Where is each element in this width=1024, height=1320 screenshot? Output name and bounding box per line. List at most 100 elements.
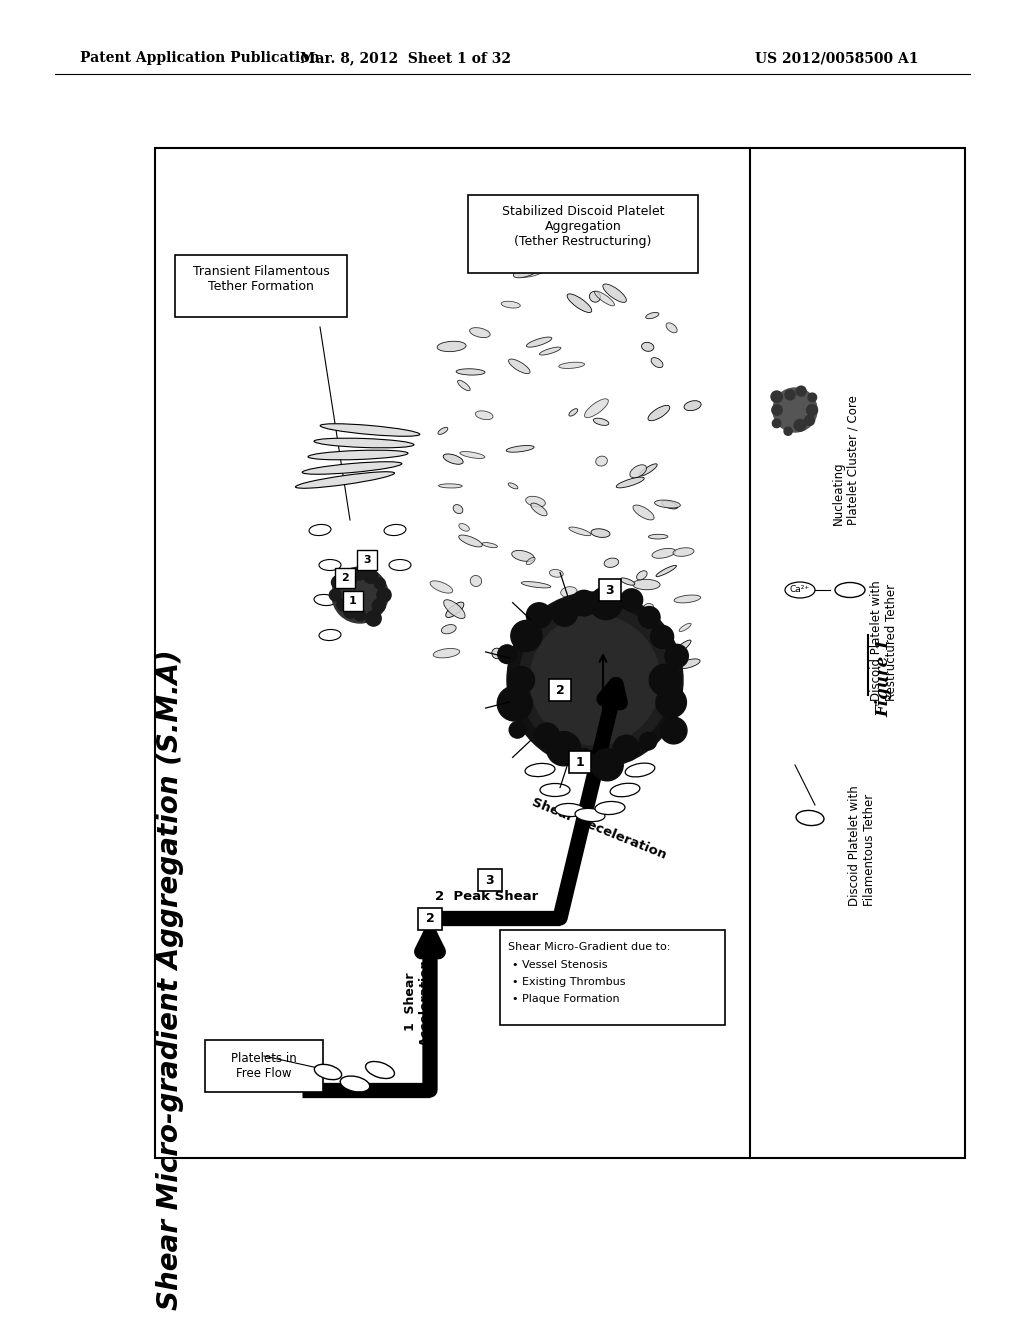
Ellipse shape — [656, 565, 677, 577]
Bar — [357, 550, 377, 570]
Ellipse shape — [785, 582, 815, 598]
Ellipse shape — [492, 249, 505, 260]
Ellipse shape — [460, 451, 485, 458]
Circle shape — [649, 664, 681, 696]
Text: • Plaque Formation: • Plaque Formation — [512, 994, 620, 1005]
Ellipse shape — [630, 465, 646, 478]
Ellipse shape — [384, 524, 406, 536]
Ellipse shape — [662, 500, 678, 510]
Ellipse shape — [569, 527, 591, 536]
Circle shape — [575, 748, 593, 766]
Circle shape — [660, 717, 687, 744]
Ellipse shape — [518, 267, 545, 277]
Ellipse shape — [512, 550, 535, 561]
Text: • Vessel Stenosis: • Vessel Stenosis — [512, 960, 607, 970]
Circle shape — [353, 568, 367, 579]
Ellipse shape — [569, 409, 578, 416]
Ellipse shape — [674, 595, 700, 603]
Ellipse shape — [643, 603, 653, 611]
Bar — [468, 195, 698, 273]
Ellipse shape — [319, 560, 341, 570]
Circle shape — [771, 391, 782, 403]
Ellipse shape — [433, 648, 460, 657]
Ellipse shape — [302, 462, 401, 474]
Ellipse shape — [592, 260, 603, 271]
Ellipse shape — [796, 810, 824, 825]
Ellipse shape — [507, 257, 528, 271]
Circle shape — [364, 569, 378, 583]
Text: 3: 3 — [364, 554, 371, 565]
Circle shape — [805, 416, 814, 425]
Ellipse shape — [610, 783, 640, 797]
Circle shape — [377, 587, 391, 602]
Circle shape — [507, 591, 683, 768]
Ellipse shape — [638, 619, 653, 627]
Ellipse shape — [593, 418, 609, 425]
Circle shape — [509, 722, 525, 738]
Ellipse shape — [589, 219, 600, 230]
Ellipse shape — [456, 368, 485, 375]
Ellipse shape — [646, 313, 658, 318]
Circle shape — [772, 418, 781, 428]
Ellipse shape — [308, 450, 408, 459]
Text: US 2012/0058500 A1: US 2012/0058500 A1 — [755, 51, 919, 65]
Ellipse shape — [459, 524, 469, 531]
Text: Shear Micro-gradient Aggregation (S.M.A): Shear Micro-gradient Aggregation (S.M.A) — [156, 649, 184, 1311]
Bar — [418, 908, 442, 931]
Text: 1  Shear
Acceleration: 1 Shear Acceleration — [404, 958, 432, 1045]
Ellipse shape — [366, 1061, 394, 1078]
Ellipse shape — [525, 496, 546, 507]
Ellipse shape — [524, 642, 547, 655]
Circle shape — [795, 420, 806, 432]
Circle shape — [591, 748, 624, 781]
Ellipse shape — [458, 380, 470, 391]
Circle shape — [656, 688, 686, 718]
Ellipse shape — [677, 659, 700, 669]
Bar — [343, 591, 362, 611]
Circle shape — [784, 428, 793, 436]
Ellipse shape — [443, 599, 465, 619]
Ellipse shape — [569, 663, 580, 672]
Ellipse shape — [588, 631, 597, 639]
Ellipse shape — [525, 763, 555, 776]
Ellipse shape — [441, 624, 456, 634]
Ellipse shape — [637, 570, 647, 579]
Ellipse shape — [513, 264, 541, 277]
Ellipse shape — [648, 535, 668, 539]
Ellipse shape — [504, 230, 522, 244]
Ellipse shape — [470, 576, 481, 586]
Ellipse shape — [595, 801, 625, 814]
Ellipse shape — [575, 808, 605, 821]
Bar — [205, 1040, 323, 1092]
Ellipse shape — [654, 500, 680, 508]
Circle shape — [366, 611, 381, 626]
Ellipse shape — [389, 560, 411, 570]
Ellipse shape — [633, 506, 654, 520]
Ellipse shape — [540, 347, 561, 355]
Ellipse shape — [626, 763, 654, 777]
Circle shape — [807, 404, 817, 416]
Ellipse shape — [525, 260, 547, 264]
Ellipse shape — [530, 503, 547, 516]
Circle shape — [613, 735, 639, 762]
Circle shape — [511, 620, 542, 651]
Text: 1: 1 — [575, 755, 585, 768]
Ellipse shape — [518, 655, 548, 660]
Circle shape — [498, 645, 516, 664]
Bar — [549, 678, 571, 701]
Circle shape — [526, 603, 552, 628]
Ellipse shape — [596, 457, 607, 466]
Ellipse shape — [314, 1064, 342, 1080]
Circle shape — [498, 686, 532, 721]
Text: Platelets in
Free Flow: Platelets in Free Flow — [231, 1052, 297, 1080]
Ellipse shape — [453, 504, 463, 513]
Text: 2: 2 — [426, 912, 434, 925]
Ellipse shape — [604, 558, 618, 568]
Ellipse shape — [314, 438, 414, 447]
Ellipse shape — [526, 557, 536, 565]
Ellipse shape — [595, 292, 614, 306]
Circle shape — [354, 610, 366, 620]
Text: Shear Micro-Gradient due to:: Shear Micro-Gradient due to: — [508, 942, 671, 952]
Ellipse shape — [506, 446, 535, 453]
Text: Shear Deceleration: Shear Deceleration — [530, 796, 669, 862]
